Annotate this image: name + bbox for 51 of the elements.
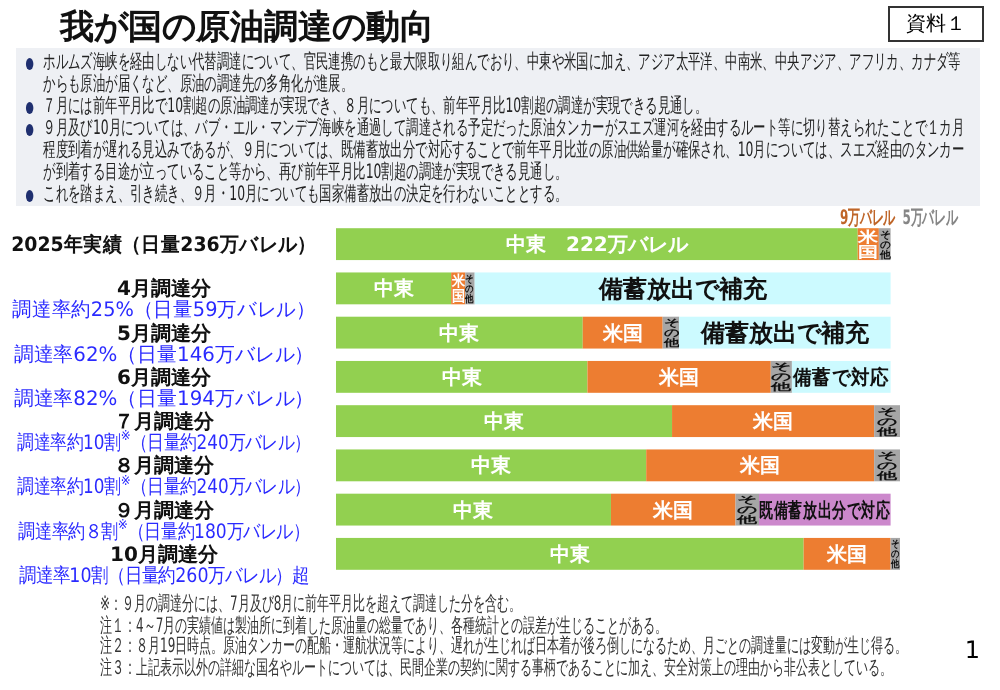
annotation: ※：９月の調達分には、7月及び8月に前年平月比を超えて調達した分を含む。: [100, 594, 522, 616]
text: 調達率82%（日量194万バレル）: [13, 386, 315, 411]
bar: [336, 360, 588, 393]
bar: [336, 405, 673, 438]
data-label: 中東: [549, 542, 592, 567]
chart-title: 我が国の原油調達の動向: [60, 6, 434, 50]
text: 調達率10割（日量約260万バレル）超: [19, 564, 309, 589]
bar: [646, 449, 875, 482]
data-label: 米国: [738, 454, 781, 479]
text: ホルムズ海峡を経由しない代替調達について、官民連携のもと最大限取り組んでおり、中東や米国に加え、アジア太平洋、中南米、中央アジア、アフリカ、カナダ等からも原油が届くなど、原油の調達先の多角化が進展。: [43, 52, 961, 96]
y-tick-label: 4月調達分: [117, 277, 213, 302]
text: 資料１: [888, 6, 984, 42]
data-label: 備蓄放出で補充: [596, 274, 769, 303]
y-tick-label: 2025年実績（日量236万バレル）: [11, 232, 317, 258]
bar: [336, 316, 583, 349]
text: ７月には前年平月比で10割超の原油調達が実現でき、８月についても、前年平月比10割超の調達が実現できる見通し。: [43, 96, 708, 118]
annotation: 9万バレル: [840, 204, 897, 230]
data-label: 米国: [600, 321, 643, 346]
data-label: 中東: [484, 410, 527, 435]
data-label: 米国: [751, 410, 794, 435]
text: 調達率62%（日量146万バレル）: [13, 342, 315, 367]
text: これを踏まえ、引き続き、９月・10月についても国家備蓄放出の決定を行わないこととする。: [43, 184, 568, 206]
data-label: 備蓄放出で補充: [698, 319, 871, 348]
bar: [336, 493, 611, 526]
data-label: 米国: [825, 542, 868, 567]
y-tick-label: 10月調達分: [110, 542, 220, 567]
data-label: 備蓄で対応: [791, 365, 890, 391]
annotation: 5万バレル: [902, 204, 959, 230]
data-label: 中東 222万バレル: [505, 233, 690, 258]
data-label: 中東: [441, 365, 484, 390]
bar: [336, 537, 804, 570]
bar: [672, 405, 875, 438]
text: 注３：上記表示以外の詳細な国名やルートについては、民間企業の契約に関する事柄であることに加え、安全対策上の理由から非公表としている。: [100, 657, 894, 680]
y-tick-label: 5月調達分: [117, 321, 213, 346]
text: ９月及び10月については、バブ・エル・マンデブ海峡を通過して調達される予定だった原油タンカーがスエズ運河を経由するルート等に切り替えられたことで１カ月程度到着が遅れる見込みであるが、９月については、既備蓄放出分で対応することで前年平月比並の原油供給量が確保され、10月については、スエズ経由のタンカーが到着する目途が立っていること等から、再び前年平月比10割超の調達が実現できる見通し。: [43, 118, 965, 184]
bar: [336, 449, 647, 482]
bar: [587, 360, 771, 393]
data-label: 米国: [657, 365, 700, 390]
y-tick-label: 6月調達分: [117, 365, 213, 390]
text: 注２：８月19日時点。原油タンカーの配船・運航状況等により、遅れが生じれば日本着が後ろ倒しになるため、月ごとの調達量には変動が生じ得る。: [100, 636, 910, 658]
text: 1: [964, 636, 980, 664]
text: 注１：4～7月の実績値は製油所に到着した原油量の総量であり、各種統計との誤差が生じることがある。: [100, 615, 670, 637]
data-label: 中東: [471, 454, 514, 479]
bar: [336, 228, 858, 261]
data-label: 中東: [373, 277, 416, 302]
data-label: 既備蓄放出分で対応: [759, 498, 892, 524]
text: 調達率約25%（日量59万バレル）: [12, 298, 316, 323]
data-label: 米国: [651, 498, 694, 523]
data-label: 中東: [439, 321, 482, 346]
data-label: 中東: [453, 498, 496, 523]
data-label: 米国: [449, 271, 467, 306]
